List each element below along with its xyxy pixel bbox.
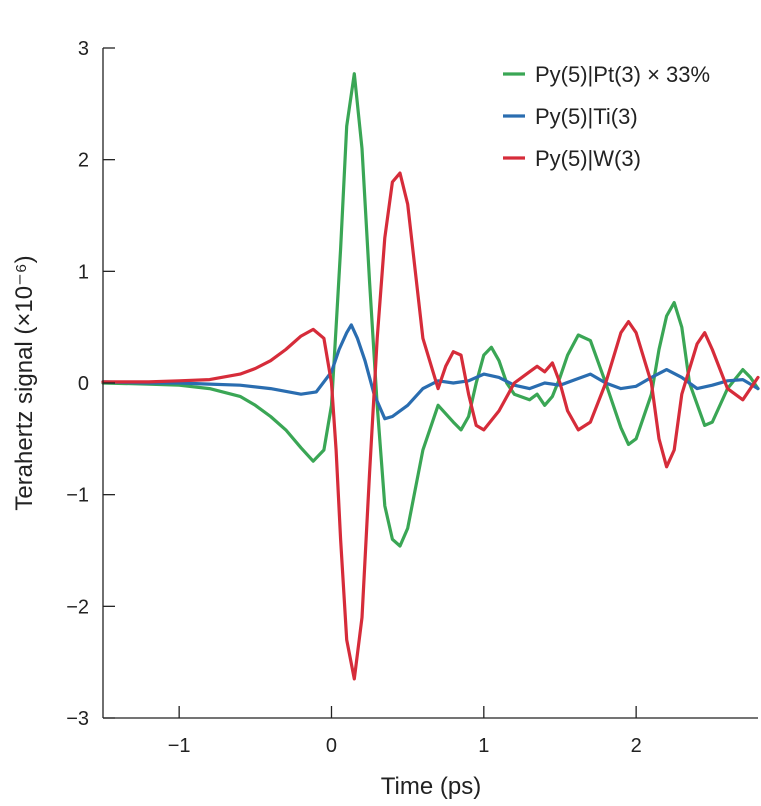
y-tick-label: 2 bbox=[78, 150, 89, 172]
series-line-2 bbox=[101, 171, 760, 681]
y-tick-label: −1 bbox=[66, 485, 89, 507]
y-tick-label: 3 bbox=[78, 38, 89, 60]
legend-label-2: Py(5)|W(3) bbox=[535, 146, 641, 171]
x-tick-label: 0 bbox=[326, 735, 337, 757]
legend-label-0: Py(5)|Pt(3) × 33% bbox=[535, 62, 710, 87]
x-tick-label: 2 bbox=[631, 735, 642, 757]
x-tick-label: −1 bbox=[168, 735, 191, 757]
series-line-0 bbox=[101, 72, 760, 548]
series-layer bbox=[101, 72, 760, 681]
y-tick-label: −2 bbox=[66, 596, 89, 618]
x-ticks: −1 0 1 2 bbox=[168, 706, 642, 757]
y-axis-title: Terahertz signal (×10⁻⁶) bbox=[11, 255, 38, 510]
y-tick-label: 1 bbox=[78, 261, 89, 283]
series-line-1 bbox=[101, 323, 760, 421]
x-tick-label: 1 bbox=[478, 735, 489, 757]
y-tick-label: −3 bbox=[66, 708, 89, 730]
y-ticks: −3 −2 −1 0 1 2 3 bbox=[66, 38, 115, 730]
legend: Py(5)|Pt(3) × 33% Py(5)|Ti(3) Py(5)|W(3) bbox=[503, 62, 710, 171]
x-axis-title: Time (ps) bbox=[381, 773, 481, 800]
y-tick-label: 0 bbox=[78, 373, 89, 395]
legend-label-1: Py(5)|Ti(3) bbox=[535, 104, 638, 129]
